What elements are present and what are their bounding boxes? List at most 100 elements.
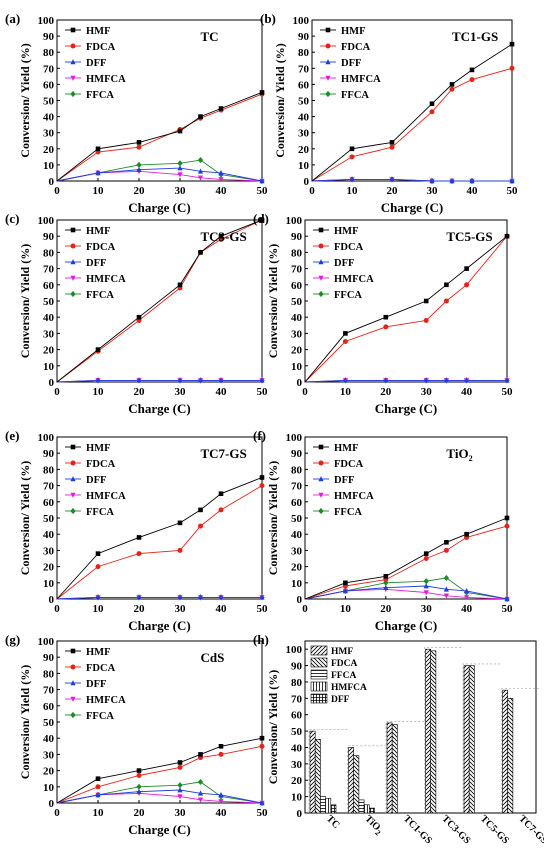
y-tick-label: 80 [43, 464, 55, 476]
data-point-hmf [383, 314, 389, 320]
legend-label-hmfca: HMFCA [341, 74, 381, 85]
y-tick-label: 20 [291, 562, 303, 574]
legend-label-fdca: FDCA [341, 42, 371, 53]
x-tick-label: 0 [54, 185, 60, 197]
y-tick-label: 70 [291, 481, 303, 493]
data-point-hmf [136, 140, 142, 145]
bar-fdca [507, 698, 514, 814]
x-tick-label: 0 [54, 603, 60, 615]
y-tick-label: 10 [291, 792, 303, 804]
legend-label-fdca: FDCA [86, 663, 116, 674]
bar-fdca [468, 665, 475, 814]
y-axis-label: Conversion/ Yield (%) [18, 665, 32, 779]
guide-line [308, 729, 348, 813]
series-line-dff [56, 789, 263, 804]
data-point-dff [383, 377, 389, 383]
legend-marker-fdca [70, 460, 76, 466]
x-axis-label: Charge (C) [128, 200, 190, 215]
data-point-hmfca [443, 593, 449, 599]
y-tick-label: 50 [291, 513, 303, 525]
data-point-dff [342, 377, 348, 383]
y-tick-label: 90 [298, 31, 310, 43]
legend-swatch-fdca [310, 657, 328, 668]
legend-marker-hmfca [70, 492, 76, 498]
data-point-dff [449, 178, 455, 184]
bar-ffca [320, 796, 326, 814]
data-point-hmf [259, 735, 265, 741]
y-tick-label: 20 [291, 345, 303, 357]
data-point-dff [259, 594, 265, 600]
legend-marker-ffca [70, 507, 76, 515]
data-point-hmf [136, 535, 142, 540]
category-label: TC1-GS [401, 813, 434, 846]
y-tick-label: 0 [49, 594, 55, 606]
x-tick-label: 40 [216, 603, 228, 615]
x-tick-label: 10 [340, 603, 352, 615]
data-point-dff [464, 377, 470, 383]
data-point-hmfca [218, 799, 224, 805]
y-tick-label: 90 [43, 448, 55, 460]
legend-label-dff: DFF [334, 258, 354, 269]
y-tick-label: 40 [43, 312, 55, 324]
x-tick-label: 0 [302, 603, 308, 615]
y-tick-label: 70 [43, 264, 55, 276]
y-tick-label: 60 [291, 710, 303, 722]
data-point-dff [136, 788, 142, 794]
legend-label-hmf: HMF [86, 26, 111, 37]
legend-marker-dff [318, 259, 324, 265]
data-point-hmf [349, 146, 355, 152]
legend-label-fdca: FDCA [331, 659, 358, 669]
y-tick-label: 100 [286, 432, 303, 444]
panel-title-main: TC3-GS [201, 229, 247, 244]
data-point-dff [504, 377, 510, 383]
y-tick-label: 50 [43, 717, 55, 729]
data-point-hmf [449, 82, 455, 87]
data-point-hmf [218, 744, 224, 749]
data-point-dff [197, 377, 204, 383]
data-point-ffca [443, 574, 450, 582]
x-tick-label: 10 [93, 807, 105, 819]
legend-marker-ffca [70, 711, 76, 719]
legend-label-dff: DFF [334, 475, 354, 486]
y-tick-label: 80 [291, 247, 303, 259]
data-point-hmf [469, 67, 475, 73]
y-tick-label: 70 [291, 693, 303, 705]
legend-marker-hmf [318, 227, 324, 233]
x-tick-label: 30 [427, 185, 439, 197]
y-tick-label: 50 [43, 96, 55, 108]
bar-fdca [391, 724, 398, 814]
panel-label: (g) [5, 632, 20, 647]
x-tick-label: 50 [257, 603, 269, 615]
data-point-fdca [423, 317, 429, 323]
y-tick-label: 100 [286, 644, 303, 656]
data-point-dff [218, 377, 224, 383]
legend-marker-fdca [318, 243, 324, 249]
y-tick-label: 90 [43, 231, 55, 243]
panel-title-main: TC7-GS [201, 446, 247, 461]
panel-label: (f) [253, 428, 266, 443]
data-point-hmf [423, 551, 429, 556]
y-tick-label: 10 [291, 361, 303, 373]
panel-title-main: TiO [446, 446, 468, 461]
panel-title: TC7-GS [201, 446, 247, 461]
legend-marker-ffca [70, 290, 76, 298]
data-point-hmf [429, 101, 435, 107]
y-tick-label: 0 [49, 377, 55, 389]
data-point-fdca [342, 339, 348, 344]
category-label-main: TC1-GS [401, 813, 434, 846]
y-tick-label: 60 [291, 280, 303, 292]
data-point-dff [259, 377, 265, 383]
y-tick-label: 60 [43, 701, 55, 713]
legend-marker-hmfca [70, 696, 76, 702]
legend-marker-fdca [70, 664, 76, 670]
x-tick-label: 10 [93, 185, 105, 197]
data-point-hmf [343, 580, 348, 586]
x-axis-label: Charge (C) [375, 401, 437, 416]
legend-marker-hmf [70, 648, 76, 654]
data-point-hmf [95, 551, 101, 556]
y-tick-label: 60 [43, 497, 55, 509]
y-tick-label: 50 [291, 296, 303, 308]
x-axis-label: Charge (C) [128, 618, 190, 633]
